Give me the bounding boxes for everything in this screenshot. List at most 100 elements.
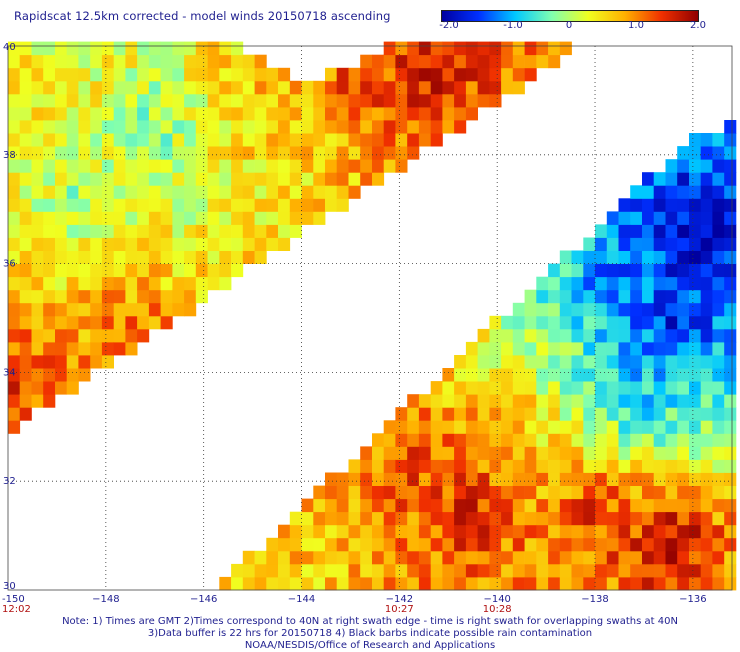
heatmap-cell [501, 315, 514, 330]
heatmap-cell [242, 106, 255, 121]
heatmap-cell [184, 93, 197, 108]
heatmap-cell [465, 511, 478, 526]
heatmap-cell [642, 511, 655, 526]
heatmap-cell [325, 498, 338, 513]
heatmap-cell [360, 159, 373, 173]
heatmap-cell [31, 198, 44, 212]
heatmap-cell [137, 93, 150, 108]
heatmap-cell [442, 80, 455, 95]
heatmap-cell [677, 511, 690, 526]
heatmap-cell [465, 537, 478, 552]
heatmap-cell [536, 485, 549, 500]
heatmap-cell [548, 459, 561, 473]
heatmap-cell [712, 420, 725, 434]
heatmap-cell [677, 341, 690, 356]
heatmap-cell [642, 407, 655, 421]
heatmap-cell [90, 80, 103, 95]
heatmap-cell [19, 54, 32, 69]
heatmap-cell [724, 237, 737, 251]
heatmap-cell [184, 133, 197, 147]
heatmap-cell [78, 67, 91, 82]
heatmap-cell [501, 41, 514, 56]
heatmap-cell [630, 485, 643, 500]
heatmap-cell [125, 198, 138, 212]
heatmap-cell [653, 394, 666, 408]
heatmap-cell [677, 198, 690, 212]
heatmap-cell [606, 472, 619, 486]
heatmap-cell [677, 302, 690, 317]
heatmap-cell [548, 368, 561, 382]
heatmap-cell [43, 276, 56, 291]
x-tick-label: −148 [92, 594, 119, 605]
heatmap-cell [172, 106, 185, 121]
heatmap-cell [418, 394, 431, 408]
heatmap-cell [78, 315, 91, 330]
heatmap-cell [548, 302, 561, 317]
heatmap-cell [642, 420, 655, 434]
heatmap-cell [665, 302, 678, 317]
heatmap-cell [454, 420, 467, 434]
heatmap-cell [242, 54, 255, 69]
heatmap-cell [360, 146, 373, 160]
heatmap-cell [724, 524, 737, 539]
heatmap-cell [595, 407, 608, 421]
heatmap-cell [501, 498, 514, 513]
heatmap-cell [489, 355, 502, 369]
heatmap-cell [700, 368, 713, 382]
heatmap-cell [524, 355, 537, 369]
heatmap-cell [418, 54, 431, 69]
heatmap-cell [113, 198, 126, 212]
heatmap-cell [8, 250, 21, 264]
heatmap-cell [595, 472, 608, 486]
heatmap-cell [160, 302, 173, 317]
heatmap-cell [219, 211, 232, 225]
heatmap-cell [113, 185, 126, 199]
heatmap-cell [19, 355, 32, 369]
heatmap-cell [8, 159, 21, 173]
heatmap-cell [477, 537, 490, 552]
heatmap-cell [418, 498, 431, 513]
heatmap-cell [430, 80, 443, 95]
heatmap-cell [219, 237, 232, 251]
heatmap-cell [19, 341, 32, 356]
heatmap-cell [454, 550, 467, 565]
heatmap-cell [313, 576, 326, 591]
heatmap-cell [618, 524, 631, 539]
heatmap-cell [536, 446, 549, 460]
heatmap-cell [301, 537, 314, 552]
heatmap-cell [559, 250, 572, 264]
heatmap-cell [689, 511, 702, 526]
plot-frame [7, 45, 733, 591]
heatmap-cell [19, 289, 32, 304]
heatmap-cell [489, 563, 502, 578]
heatmap-cell [31, 93, 44, 108]
heatmap-cell [430, 54, 443, 69]
heatmap-cell [66, 80, 79, 95]
heatmap-cell [430, 93, 443, 108]
heatmap-cell [383, 537, 396, 552]
heatmap-cell [618, 498, 631, 513]
heatmap-cell [360, 472, 373, 486]
heatmap-cell [512, 433, 525, 447]
heatmap-cell [454, 563, 467, 578]
heatmap-cell [653, 263, 666, 278]
heatmap-cell [606, 485, 619, 500]
heatmap-cell [442, 394, 455, 408]
heatmap-cell [524, 420, 537, 434]
heatmap-cell [512, 550, 525, 565]
heatmap-cell [665, 472, 678, 486]
heatmap-cell [336, 159, 349, 173]
heatmap-cell [512, 472, 525, 486]
heatmap-cell [653, 576, 666, 591]
heatmap-cell [689, 276, 702, 291]
heatmap-cell [325, 106, 338, 121]
heatmap-cell [524, 67, 537, 82]
heatmap-cell [348, 472, 361, 486]
heatmap-cell [512, 341, 525, 356]
heatmap-cell [653, 407, 666, 421]
heatmap-cell [184, 41, 197, 56]
heatmap-cell [454, 446, 467, 460]
heatmap-cell [606, 328, 619, 343]
heatmap-cell [724, 328, 737, 343]
time-label: 10:28 [483, 604, 512, 615]
